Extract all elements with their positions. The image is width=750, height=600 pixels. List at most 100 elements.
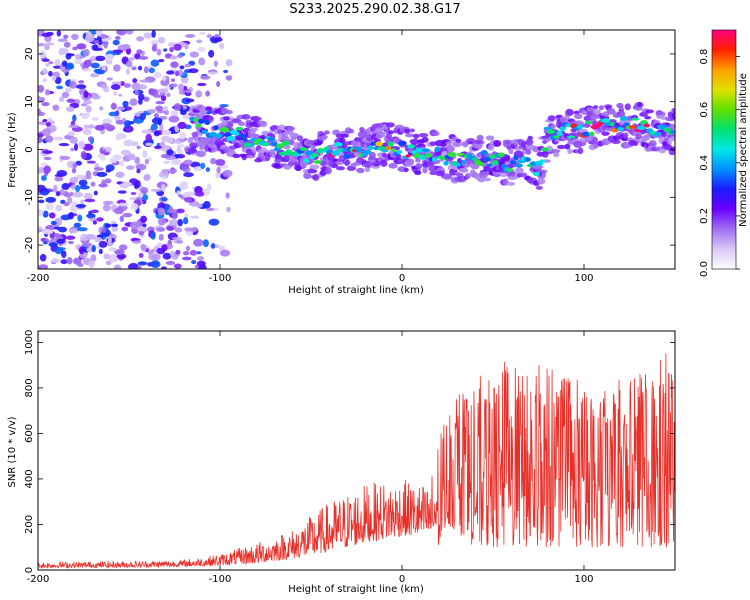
- heatmap-noise-blob: [102, 200, 114, 205]
- heatmap-noise-blob: [87, 124, 95, 129]
- heatmap-ridge-peak: [447, 152, 457, 158]
- heatmap-noise-blob: [115, 171, 125, 178]
- heatmap-ridge-halo: [456, 175, 467, 183]
- heatmap-noise-blob: [214, 33, 220, 38]
- heatmap-ridge-peak: [421, 148, 430, 153]
- snr-y-label: SNR (10 * v/v): [7, 416, 18, 487]
- heatmap-noise-blob: [85, 31, 92, 39]
- heatmap-noise-blob: [137, 265, 142, 269]
- heatmap-noise-blob: [151, 30, 156, 38]
- heatmap-noise-blob: [160, 94, 167, 102]
- heatmap-noise-blob: [58, 143, 70, 147]
- heatmap-noise-blob: [87, 136, 93, 142]
- heatmap-noise-blob: [136, 168, 141, 174]
- heatmap-noise-blob: [94, 236, 103, 243]
- heatmap-ridge-halo: [661, 131, 668, 138]
- heatmap-ridge-halo: [550, 149, 561, 154]
- heatmap-noise-blob: [103, 40, 109, 49]
- heatmap-noise-blob: [110, 223, 119, 228]
- heatmap-noise-blob: [169, 46, 174, 53]
- heatmap-noise-blob: [131, 141, 139, 147]
- heatmap-noise-blob: [127, 153, 136, 161]
- heatmap-ridge-halo: [541, 172, 547, 178]
- heatmap-ridge-halo: [276, 124, 287, 132]
- heatmap-noise-blob: [76, 227, 88, 232]
- heatmap-ridge-halo: [550, 124, 556, 129]
- heatmap-noise-blob: [143, 96, 150, 102]
- heatmap-noise-blob: [161, 129, 172, 136]
- heatmap-noise-blob: [122, 212, 133, 218]
- heatmap-noise-blob: [63, 201, 70, 207]
- heatmap-noise-blob: [141, 244, 147, 250]
- heatmap-noise-blob: [152, 94, 164, 98]
- heatmap-noise-blob: [150, 232, 156, 240]
- heatmap-noise-blob: [82, 48, 90, 57]
- heatmap-ridge-halo: [403, 128, 411, 134]
- heatmap-noise-blob: [161, 244, 168, 252]
- snr-series-line: [38, 353, 675, 570]
- heatmap-ridge-peak: [581, 131, 590, 137]
- heatmap-noise-blob: [56, 85, 64, 90]
- heatmap-noise-blob: [45, 196, 57, 203]
- heatmap-noise-blob: [132, 78, 138, 84]
- heatmap-noise-blob: [206, 183, 212, 191]
- heatmap-noise-blob: [113, 207, 124, 215]
- heatmap-noise-blob: [81, 68, 93, 72]
- heatmap-ridge-peak: [299, 147, 308, 151]
- heatmap-ridge-halo: [553, 151, 560, 158]
- heatmap-noise-blob: [110, 102, 117, 110]
- heatmap-noise-blob: [140, 187, 149, 194]
- heatmap-ridge-peak: [669, 130, 675, 134]
- heatmap-noise-blob: [60, 259, 68, 265]
- heatmap-noise-blob: [156, 48, 162, 56]
- heatmap-noise-blob: [103, 34, 110, 39]
- heatmap-ridge-halo: [207, 115, 214, 121]
- heatmap-noise-blob: [41, 68, 48, 73]
- heatmap-noise-blob: [196, 260, 206, 267]
- heatmap-noise-blob: [70, 33, 79, 41]
- heatmap-noise-blob: [53, 136, 64, 141]
- heatmap-ridge-peak: [431, 157, 437, 162]
- heatmap-ridge-peak: [267, 137, 276, 142]
- heatmap-noise-blob: [160, 197, 168, 202]
- heatmap-noise-blob: [166, 149, 174, 156]
- heatmap-ridge-halo: [261, 130, 269, 136]
- heatmap-ridge-halo: [567, 148, 573, 154]
- snr-x-axis: -200 -100 0 100: [27, 331, 594, 585]
- heatmap-ridge-halo: [459, 167, 469, 173]
- heatmap-ridge-halo: [280, 135, 290, 143]
- heatmap-noise-blob: [175, 70, 180, 77]
- heatmap-ridge-peak: [415, 147, 424, 153]
- heatmap-noise-blob: [216, 166, 221, 174]
- heatmap-noise-blob: [161, 176, 169, 180]
- heatmap-ridge-halo: [624, 103, 631, 111]
- heatmap-ridge-peak: [375, 141, 383, 147]
- y-tick-label: 800: [24, 378, 35, 397]
- heatmap-noise-blob: [195, 191, 205, 197]
- heatmap-noise-blob: [138, 230, 145, 236]
- snr-y-axis: 0 200 400 600 800 1000: [24, 330, 675, 573]
- x-tick-label: -200: [27, 574, 50, 585]
- heatmap-noise-blob: [134, 112, 141, 117]
- heatmap-noise-blob: [48, 70, 53, 77]
- heatmap-noise-blob: [119, 159, 125, 167]
- heatmap-noise-blob: [210, 243, 216, 249]
- heatmap-noise-blob: [166, 136, 174, 144]
- heatmap-noise-blob: [203, 200, 211, 209]
- heatmap-ridge-halo: [385, 133, 393, 140]
- heatmap-ridge-halo: [637, 101, 643, 107]
- heatmap-noise-blob: [42, 150, 53, 154]
- heatmap-noise-blob: [129, 197, 138, 201]
- heatmap-ridge-halo: [601, 131, 610, 136]
- y-tick-label: 200: [24, 515, 35, 534]
- heatmap-noise-blob: [136, 145, 141, 150]
- heatmap-noise-blob: [185, 245, 191, 252]
- heatmap-ridge-halo: [421, 136, 429, 143]
- heatmap-noise-blob: [100, 83, 107, 89]
- heatmap-noise-blob: [202, 239, 209, 248]
- heatmap-noise-blob: [150, 59, 160, 67]
- colorbar-label: Normalized spectral amplitude: [738, 73, 749, 227]
- heatmap-noise-blob: [74, 53, 81, 60]
- heatmap-ridge-halo: [324, 167, 332, 175]
